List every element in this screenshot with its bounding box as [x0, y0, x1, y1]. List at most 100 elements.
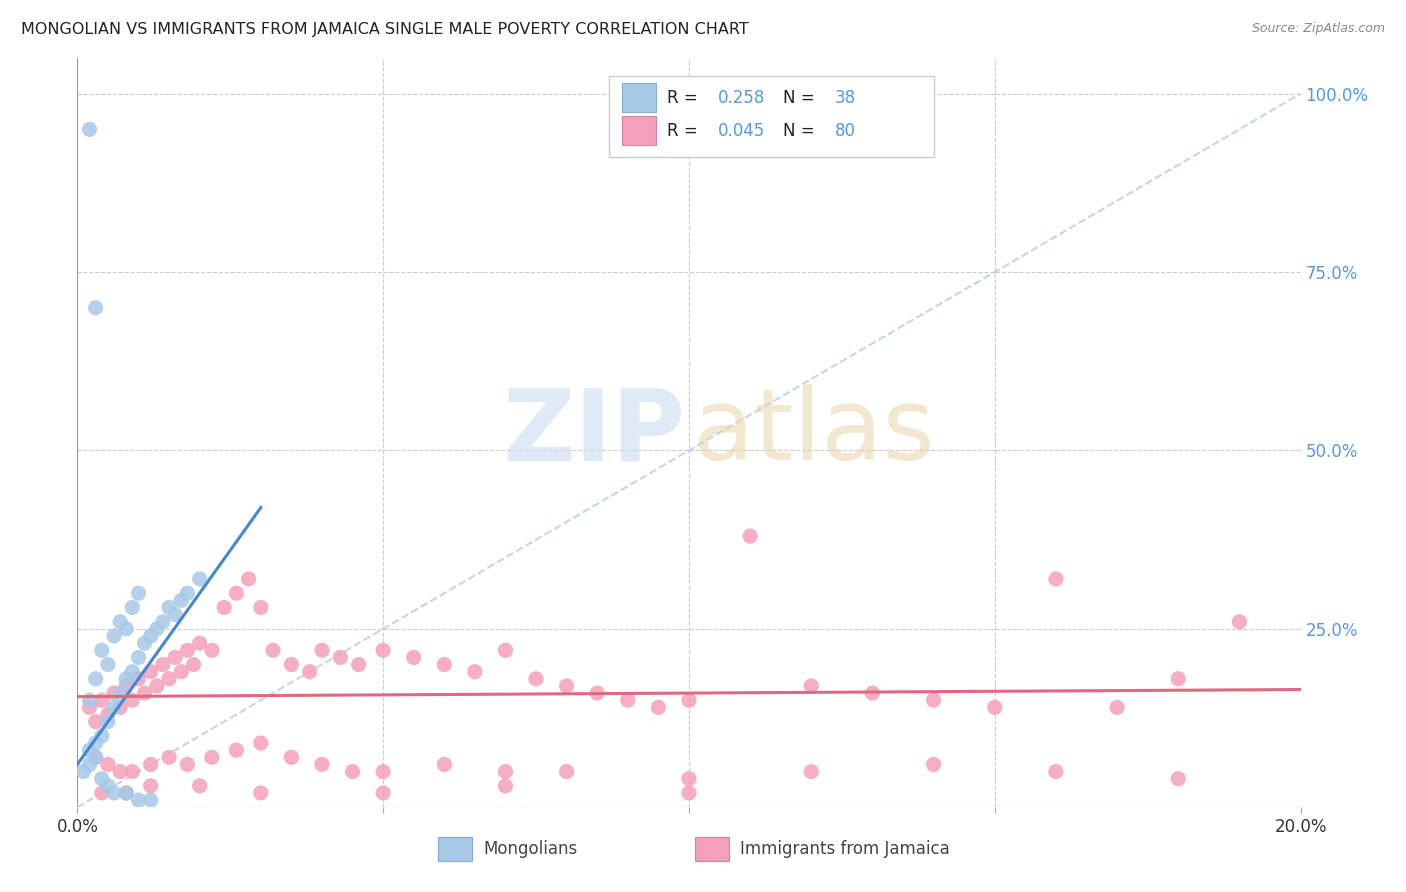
Point	[188, 572, 211, 586]
Point	[79, 122, 101, 136]
Point	[678, 772, 700, 786]
Point	[298, 665, 321, 679]
Point	[617, 693, 640, 707]
Point	[464, 665, 486, 679]
Point	[84, 736, 107, 750]
Point	[115, 672, 138, 686]
Text: 0.045: 0.045	[718, 121, 765, 140]
Point	[108, 764, 131, 779]
Point	[97, 657, 120, 672]
Point	[176, 757, 198, 772]
Point	[225, 743, 247, 757]
Point	[90, 693, 112, 707]
Point	[371, 786, 394, 800]
Point	[678, 693, 700, 707]
Text: Source: ZipAtlas.com: Source: ZipAtlas.com	[1251, 22, 1385, 36]
Point	[740, 529, 762, 543]
Point	[250, 600, 273, 615]
Point	[108, 700, 131, 714]
Point	[280, 750, 302, 764]
Point	[108, 615, 131, 629]
Point	[342, 764, 364, 779]
Point	[201, 750, 224, 764]
Point	[647, 700, 669, 714]
Point	[79, 743, 101, 757]
Point	[127, 586, 149, 600]
Point	[84, 714, 107, 729]
Point	[555, 679, 578, 693]
Point	[157, 600, 180, 615]
Point	[495, 764, 517, 779]
Text: MONGOLIAN VS IMMIGRANTS FROM JAMAICA SINGLE MALE POVERTY CORRELATION CHART: MONGOLIAN VS IMMIGRANTS FROM JAMAICA SIN…	[21, 22, 749, 37]
Point	[984, 700, 1007, 714]
Point	[922, 693, 945, 707]
Text: Mongolians: Mongolians	[484, 840, 578, 858]
Point	[188, 779, 211, 793]
Point	[152, 657, 174, 672]
Point	[84, 301, 107, 315]
Point	[1167, 772, 1189, 786]
Text: ZIP: ZIP	[502, 384, 685, 481]
Point	[146, 622, 169, 636]
Point	[97, 707, 120, 722]
Point	[97, 757, 120, 772]
Point	[90, 729, 112, 743]
Point	[79, 693, 101, 707]
Point	[586, 686, 609, 700]
Point	[800, 679, 823, 693]
Text: 80: 80	[835, 121, 855, 140]
Point	[157, 750, 180, 764]
Point	[103, 686, 125, 700]
Point	[90, 643, 112, 657]
Point	[329, 650, 352, 665]
Point	[371, 764, 394, 779]
Point	[183, 657, 205, 672]
Point	[103, 700, 125, 714]
Point	[84, 750, 107, 764]
Point	[678, 786, 700, 800]
Point	[165, 650, 187, 665]
Point	[103, 786, 125, 800]
Point	[139, 779, 162, 793]
Point	[134, 686, 156, 700]
Point	[115, 786, 138, 800]
Point	[280, 657, 302, 672]
Point	[97, 779, 120, 793]
Point	[79, 700, 101, 714]
Point	[108, 686, 131, 700]
Point	[127, 793, 149, 807]
Point	[1045, 572, 1067, 586]
Point	[170, 665, 193, 679]
Point	[152, 615, 174, 629]
Point	[862, 686, 884, 700]
Point	[115, 679, 138, 693]
Point	[1167, 672, 1189, 686]
Point	[238, 572, 260, 586]
Point	[165, 607, 187, 622]
FancyBboxPatch shape	[439, 838, 472, 861]
Point	[1107, 700, 1129, 714]
Point	[495, 643, 517, 657]
Point	[212, 600, 235, 615]
Point	[176, 643, 198, 657]
Text: R =: R =	[666, 121, 703, 140]
Point	[201, 643, 224, 657]
Point	[170, 593, 193, 607]
Point	[127, 650, 149, 665]
Point	[371, 643, 394, 657]
Point	[90, 786, 112, 800]
Text: 0.258: 0.258	[718, 88, 766, 107]
Point	[311, 757, 333, 772]
Text: N =: N =	[783, 121, 820, 140]
Point	[1229, 615, 1251, 629]
Point	[139, 665, 162, 679]
Point	[262, 643, 284, 657]
Point	[157, 672, 180, 686]
Point	[115, 786, 138, 800]
Text: Immigrants from Jamaica: Immigrants from Jamaica	[741, 840, 950, 858]
Point	[79, 757, 101, 772]
Point	[402, 650, 425, 665]
Point	[188, 636, 211, 650]
FancyBboxPatch shape	[621, 84, 657, 112]
Point	[433, 757, 456, 772]
